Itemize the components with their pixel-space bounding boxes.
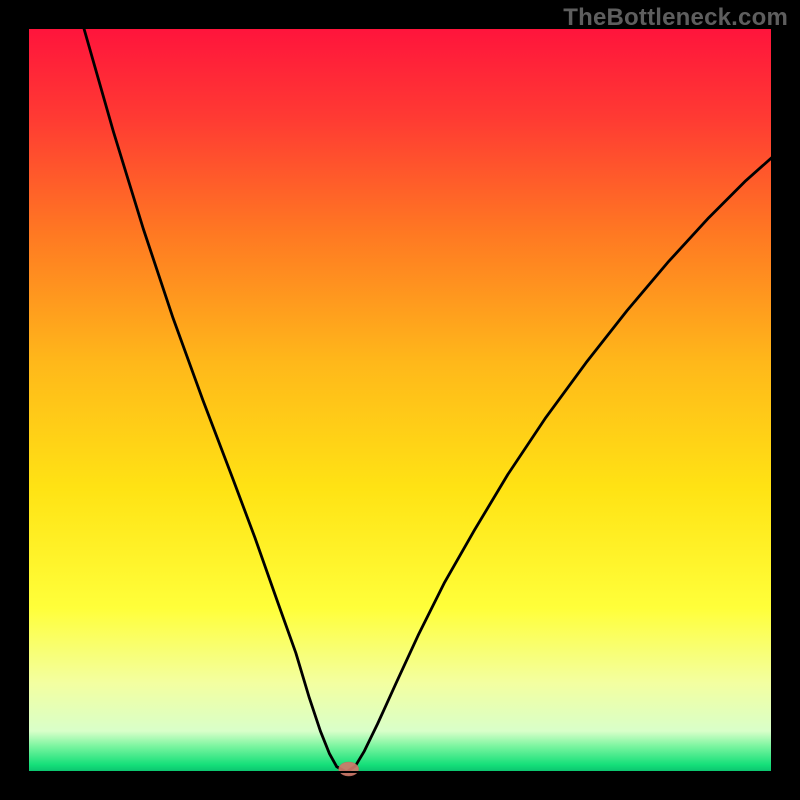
chart-wrapper: TheBottleneck.com: [0, 0, 800, 800]
watermark-text: TheBottleneck.com: [563, 4, 788, 32]
bottleneck-chart: [0, 0, 800, 800]
plot-background: [28, 28, 772, 772]
minimum-marker: [339, 762, 359, 776]
